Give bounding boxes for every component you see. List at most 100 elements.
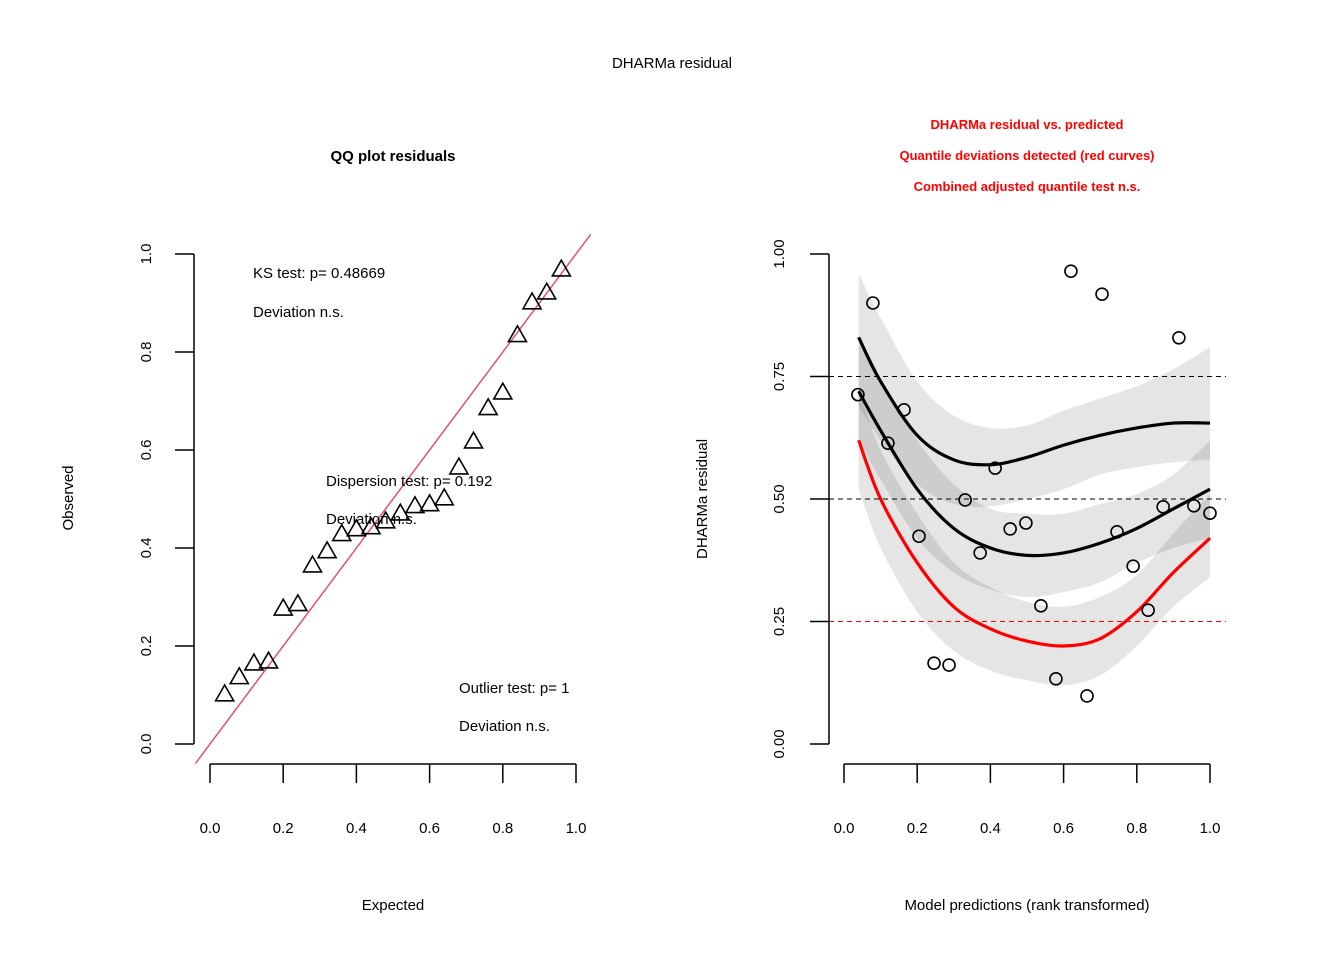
residual-x-tick-label: 0.0 — [834, 820, 855, 837]
qq-x-tick-label: 1.0 — [566, 820, 587, 837]
ks-test-text: KS test: p= 0.48669 — [253, 265, 385, 282]
residual-point — [988, 461, 1002, 475]
residual-point — [1110, 525, 1124, 539]
quantile-band-q0.25 — [858, 391, 1210, 686]
qq-point — [419, 493, 440, 512]
residual-point — [1034, 599, 1048, 613]
qq-point — [550, 258, 572, 277]
residual-point — [927, 656, 941, 670]
qq-point — [536, 281, 558, 300]
residual-x-label: Model predictions (rank transformed) — [904, 897, 1149, 914]
residual-point — [897, 403, 911, 417]
residual-point — [1064, 264, 1078, 278]
residual-y-tick-label: 1.00 — [771, 239, 788, 268]
residual-title-line-1: DHARMa residual vs. predicted — [931, 117, 1124, 132]
ks-deviation-text: Deviation n.s. — [253, 304, 344, 321]
qq-point — [346, 518, 367, 537]
residual-point — [1156, 500, 1170, 514]
qq-x-label: Expected — [362, 897, 425, 914]
residual-y-axis: 0.00 0.25 0.50 0.75 1.00 — [771, 239, 830, 759]
residual-point — [1003, 522, 1017, 536]
qq-point — [243, 652, 265, 671]
qq-y-tick-label: 0.8 — [138, 342, 155, 363]
qq-point — [228, 666, 250, 685]
qq-point — [375, 510, 397, 529]
residual-point — [958, 493, 972, 507]
qq-point — [360, 516, 382, 535]
qq-x-axis: 0.0 0.2 0.4 0.6 0.8 1.0 — [200, 763, 587, 837]
outlier-deviation-text: Deviation n.s. — [459, 718, 550, 735]
qq-point — [463, 430, 484, 449]
residual-title-line-2: Quantile deviations detected (red curves… — [899, 148, 1154, 163]
residual-y-tick-label: 0.00 — [771, 729, 788, 758]
qq-plot: QQ plot residuals 0.0 0.2 0.4 0.6 0.8 1.0 0.0… — [60, 148, 592, 914]
residual-title-line-3: Combined adjusted quantile test n.s. — [914, 179, 1141, 194]
residual-point — [1203, 506, 1217, 521]
residual-x-tick-label: 0.8 — [1126, 820, 1147, 837]
residual-y-tick-label: 0.25 — [771, 607, 788, 636]
residual-y-tick-label: 0.75 — [771, 362, 788, 391]
qq-y-label: Observed — [60, 465, 77, 530]
residual-y-tick-label: 0.50 — [771, 484, 788, 513]
residual-point — [1126, 559, 1140, 573]
qq-point — [492, 381, 514, 400]
qq-y-axis: 0.0 0.2 0.4 0.6 0.8 1.0 — [138, 244, 195, 755]
quantile-curves — [857, 336, 1212, 648]
residual-point — [1172, 330, 1186, 345]
qq-point — [477, 397, 499, 416]
qq-reference-line-mark — [194, 233, 592, 765]
residual-point — [1141, 603, 1155, 618]
qq-point — [272, 597, 294, 616]
qq-x-tick-label: 0.2 — [273, 820, 294, 837]
qq-x-tick-label: 0.4 — [346, 820, 367, 837]
qq-point — [389, 502, 411, 521]
residual-x-axis: 0.0 0.2 0.4 0.6 0.8 1.0 — [834, 763, 1221, 837]
qq-y-tick-label: 0.4 — [138, 538, 155, 559]
residual-x-tick-label: 0.2 — [907, 820, 928, 837]
residual-points — [851, 264, 1217, 703]
qq-y-tick-label: 0.0 — [138, 734, 155, 755]
quantile-curve-q0.75 — [857, 336, 1211, 467]
qq-point — [316, 540, 338, 559]
residual-point — [1019, 516, 1033, 530]
residual-point — [942, 658, 956, 672]
qq-y-tick-label: 1.0 — [138, 244, 155, 265]
residual-y-label: DHARMa residual — [694, 439, 711, 559]
residual-plot: DHARMa residual vs. predicted Quantile d… — [694, 117, 1226, 914]
qq-point — [331, 523, 353, 542]
qq-y-tick-label: 0.2 — [138, 636, 155, 657]
qq-x-tick-label: 0.0 — [200, 820, 221, 837]
qq-y-tick-label: 0.6 — [138, 440, 155, 461]
dispersion-deviation-text: Deviation n.s. — [326, 511, 417, 528]
quantile-curve-q0.50 — [857, 390, 1211, 558]
qq-x-tick-label: 0.8 — [492, 820, 513, 837]
qq-point — [214, 683, 236, 702]
reference-hlines — [829, 376, 1226, 622]
outlier-test-text: Outlier test: p= 1 — [459, 680, 569, 697]
qq-points — [214, 258, 572, 702]
qq-plot-title: QQ plot residuals — [330, 148, 455, 165]
residual-point — [1049, 672, 1063, 686]
qq-point — [507, 324, 528, 343]
residual-x-tick-label: 0.6 — [1053, 820, 1074, 837]
residual-point — [881, 436, 895, 450]
qq-point — [302, 554, 323, 573]
residual-x-tick-label: 0.4 — [980, 820, 1001, 837]
qq-point — [448, 456, 470, 475]
residual-point — [1187, 499, 1201, 513]
qq-point — [287, 593, 309, 612]
quantile-curve-q0.25 — [857, 439, 1212, 648]
dispersion-test-text: Dispersion test: p= 0.192 — [326, 473, 492, 490]
residual-point — [851, 387, 865, 402]
qq-point — [521, 291, 543, 310]
residual-point — [1080, 689, 1094, 703]
qq-point — [433, 487, 455, 506]
residual-point — [1095, 287, 1109, 301]
quantile-band-q0.75 — [858, 273, 1210, 507]
qq-point — [404, 495, 426, 514]
residual-point — [973, 546, 987, 560]
page-title: DHARMa residual — [612, 55, 732, 72]
residual-point — [866, 296, 880, 310]
residual-x-tick-label: 1.0 — [1200, 820, 1221, 837]
